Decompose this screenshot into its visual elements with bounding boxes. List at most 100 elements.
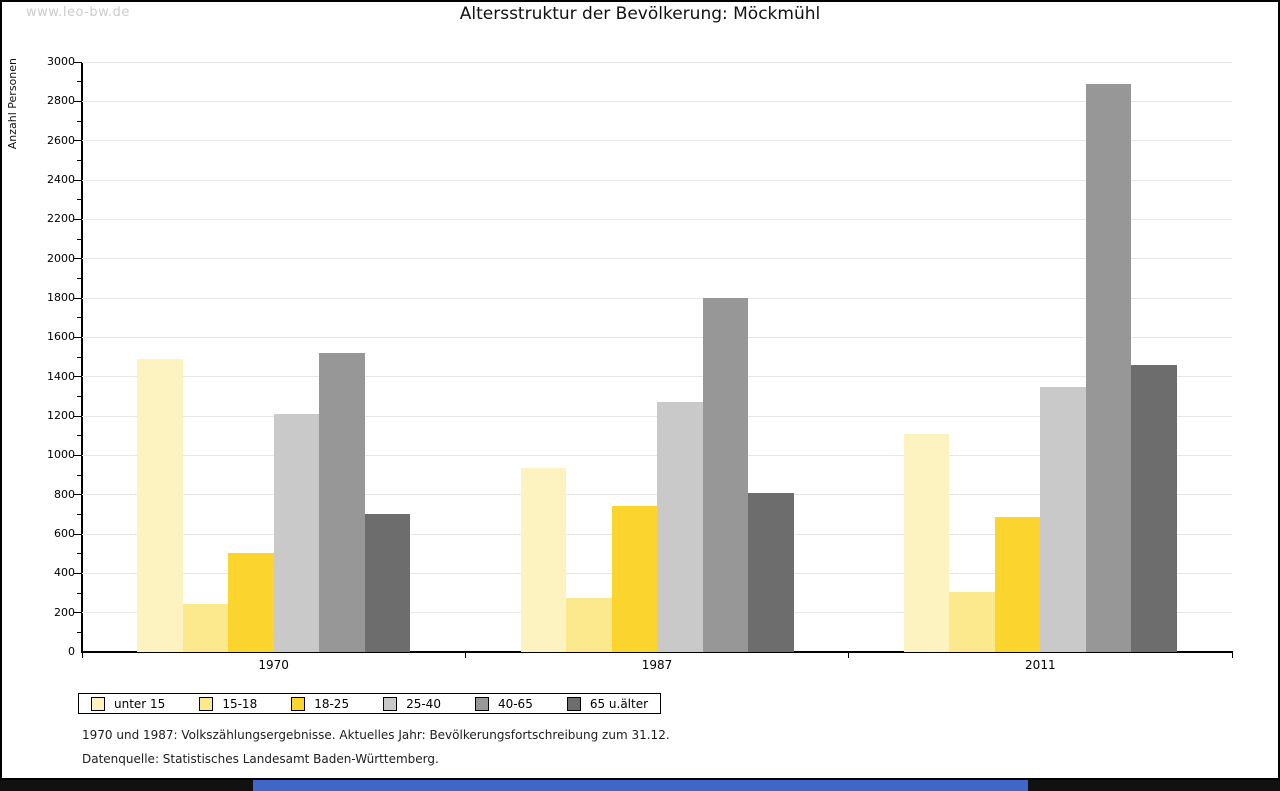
legend-swatch (566, 696, 581, 711)
y-tick-label: 1800 (47, 291, 75, 304)
x-boundary-tick (81, 653, 83, 658)
scrollbar-track-left[interactable] (0, 780, 253, 791)
footnote-datasource: Datenquelle: Statistisches Landesamt Bad… (82, 752, 439, 766)
bar-1970-15-18 (182, 603, 229, 652)
legend-swatch (91, 696, 105, 711)
y-tick-label: 2400 (47, 173, 75, 186)
y-tick-label: 1000 (47, 448, 75, 462)
gridline (82, 258, 1232, 260)
legend-item: 40-65 (474, 696, 533, 711)
x-boundary-tick (1231, 653, 1233, 658)
y-minor-tick (77, 277, 81, 279)
bar-1987-18-25 (611, 506, 657, 652)
x-axis-line (81, 651, 1233, 653)
bar-1987-40-65 (702, 298, 748, 652)
y-major-tick (74, 572, 81, 574)
y-major-tick (74, 100, 81, 102)
y-tick-label: 1600 (47, 330, 75, 344)
bar-1970-unter-15 (137, 358, 183, 652)
legend-label: 15-18 (222, 696, 258, 711)
bar-1970-18-25 (228, 552, 274, 652)
x-category-label: 1970 (258, 658, 289, 672)
y-minor-tick (77, 238, 81, 240)
y-axis-line (81, 62, 83, 652)
bar-1970-25-40 (273, 414, 320, 652)
y-minor-tick (77, 513, 81, 515)
bar-1970-40-65 (319, 353, 365, 652)
y-minor-tick (77, 435, 81, 437)
y-major-tick (74, 336, 81, 338)
bar-2011-65-u.älter (1131, 364, 1177, 652)
bar-1970-65-u.älter (364, 514, 411, 652)
gridline (82, 179, 1232, 181)
legend-label: 40-65 (497, 696, 533, 711)
x-category-label: 2011 (1025, 658, 1056, 672)
legend-item: 15-18 (199, 696, 258, 711)
legend-item: unter 15 (91, 696, 166, 711)
y-tick-label: 600 (54, 527, 75, 540)
chart-title: Altersstruktur der Bevölkerung: Möckmühl (459, 4, 821, 24)
y-minor-tick (77, 592, 81, 594)
y-major-tick (74, 61, 81, 63)
bar-2011-unter-15 (903, 433, 950, 652)
gridline (82, 218, 1232, 220)
y-tick-label: 800 (54, 487, 75, 501)
legend-swatch (199, 696, 214, 711)
y-major-tick (74, 376, 81, 378)
legend-swatch (291, 696, 306, 711)
y-tick-label: 200 (54, 605, 75, 619)
y-minor-tick (77, 159, 81, 161)
legend-swatch (383, 696, 398, 711)
legend-item: 18-25 (291, 696, 350, 711)
x-boundary-tick (464, 653, 466, 658)
plot-area: 0 200 400 600 800 1000 1200 1400 1600 1800 2000 220… (47, 56, 1233, 672)
y-major-tick (74, 297, 81, 299)
y-minor-tick (77, 395, 81, 397)
y-tick-label: 1400 (47, 369, 75, 383)
y-major-tick (74, 179, 81, 181)
y-minor-tick (77, 317, 81, 319)
legend-swatch (474, 696, 489, 711)
y-minor-tick (77, 120, 81, 122)
legend-label: 25-40 (406, 696, 441, 711)
bar-2011-18-25 (994, 517, 1041, 652)
footnote-sources: 1970 und 1987: Volkszählungsergebnisse. … (82, 728, 670, 742)
x-boundary-tick (848, 653, 850, 658)
bar-1987-65-u.älter (748, 492, 794, 652)
y-minor-tick (77, 474, 81, 476)
y-minor-tick (77, 631, 81, 633)
bar-1987-unter-15 (520, 468, 566, 652)
y-tick-label: 2000 (47, 251, 75, 265)
y-major-tick (74, 533, 81, 535)
y-major-tick (74, 140, 81, 142)
y-major-tick (74, 258, 81, 260)
gridline (82, 336, 1232, 338)
bar-1987-25-40 (657, 402, 703, 652)
y-tick-label: 3000 (47, 55, 75, 68)
legend: unter 15 15-18 18-25 25-40 40-65 65 u.älter (78, 693, 662, 714)
y-tick-label: 2200 (47, 212, 75, 226)
gridline (82, 100, 1232, 102)
y-minor-tick (77, 356, 81, 358)
legend-label: unter 15 (114, 696, 166, 711)
y-minor-tick (77, 199, 81, 201)
gridline (82, 376, 1232, 378)
legend-label: 18-25 (314, 696, 350, 711)
y-minor-tick (77, 81, 81, 83)
y-tick-label: 0 (68, 645, 75, 658)
scrollbar-track-right[interactable] (1028, 780, 1280, 791)
y-major-tick (74, 494, 81, 496)
scrollbar-range-thumb[interactable] (253, 780, 1028, 791)
legend-item: 65 u.älter (566, 696, 649, 711)
gridline (82, 140, 1232, 142)
y-minor-tick (77, 553, 81, 555)
watermark: www.leo-bw.de (26, 5, 130, 20)
legend-item: 25-40 (383, 696, 441, 711)
bar-2011-40-65 (1085, 83, 1132, 652)
legend-label: 65 u.älter (589, 696, 649, 711)
y-major-tick (74, 415, 81, 417)
bar-2011-15-18 (949, 592, 995, 652)
y-major-tick (74, 454, 81, 456)
year-range-scrollbar (0, 780, 1280, 791)
